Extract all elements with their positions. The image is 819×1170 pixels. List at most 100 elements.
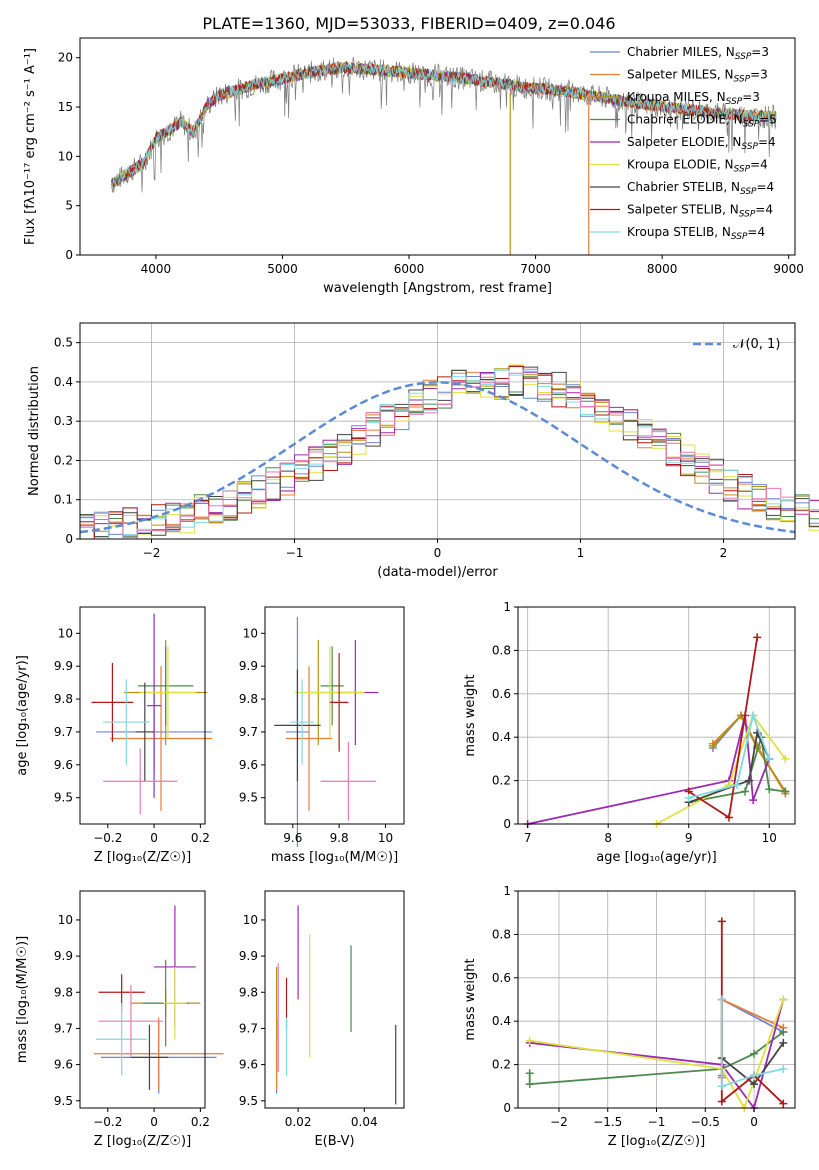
y-tick-label: 9.7 (54, 725, 73, 739)
spectrum-model-line (111, 62, 777, 189)
x-tick-label: 0 (150, 831, 158, 845)
y-axis-label: Flux [fλ10⁻¹⁷ erg cm⁻² s⁻¹ A⁻¹] (23, 48, 38, 245)
axes-frame (264, 890, 405, 1109)
y-tick-label: 0.5 (54, 336, 73, 350)
x-tick-label: 9.6 (283, 831, 302, 845)
y-tick-label: 9.9 (239, 949, 258, 963)
y-tick-label: 9.7 (239, 725, 258, 739)
plot-area-age_vs_Z (91, 613, 212, 815)
y-tick-label: 9.8 (54, 692, 73, 706)
x-tick-label: 9000 (773, 262, 804, 276)
y-tick-label: 10 (58, 913, 73, 927)
weight-marker (749, 711, 758, 720)
y-tick-label: 10 (243, 626, 258, 640)
y-tick-label: 9.8 (239, 985, 258, 999)
plot-area-mass_vs_Z (93, 905, 224, 1094)
x-tick-label: 7 (524, 831, 532, 845)
y-axis-label: mass weight (463, 674, 478, 756)
x-tick-label: 10 (378, 831, 393, 845)
plot-area-residuals (79, 364, 819, 540)
weight-marker (745, 776, 754, 785)
weight-marker (781, 787, 790, 796)
x-axis-label: Z [log₁₀(Z/Z☉)] (608, 1134, 705, 1149)
legend-label: Salpeter ELODIE, NSSP=4 (627, 135, 776, 152)
x-tick-label: 10 (762, 831, 777, 845)
y-tick-label: 9.7 (239, 1021, 258, 1035)
y-tick-label: 15 (58, 100, 73, 114)
weight-marker (765, 754, 774, 763)
weight-marker (749, 796, 758, 805)
weight-line (529, 999, 785, 1111)
weight-marker (779, 1038, 788, 1047)
normal-curve (79, 381, 796, 534)
x-axis-label: wavelength [Angstrom, rest frame] (323, 281, 552, 296)
x-axis-label: (data-model)/error (377, 565, 498, 580)
weight-marker (779, 1099, 788, 1108)
x-tick-label: −2 (143, 546, 161, 560)
y-tick-label: 9.9 (239, 659, 258, 673)
weight-marker (724, 813, 733, 822)
y-tick-label: 9.6 (239, 758, 258, 772)
plot-area-mass_vs_EBV (275, 905, 397, 1105)
weight-marker (741, 787, 750, 796)
x-axis-label: Z [log₁₀(Z/Z☉)] (94, 850, 191, 865)
weight-marker (750, 1049, 759, 1058)
x-tick-label: −0.5 (691, 1115, 720, 1129)
x-tick-label: 1 (577, 546, 585, 560)
figure-title: PLATE=1360, MJD=53033, FIBERID=0409, z=0… (202, 14, 615, 33)
x-tick-label: −0.2 (93, 1115, 122, 1129)
y-tick-label: 0 (503, 817, 511, 831)
weight-marker (708, 741, 717, 750)
y-axis-label: mass weight (463, 958, 478, 1040)
weight-line (720, 999, 784, 1088)
x-tick-label: 9.8 (330, 831, 349, 845)
y-tick-label: 0 (503, 1101, 511, 1115)
y-tick-label: 20 (58, 51, 73, 65)
y-tick-label: 9.8 (54, 985, 73, 999)
y-tick-label: 10 (58, 149, 73, 163)
legend: Chabrier MILES, NSSP=3 Salpeter MILES, NS… (590, 45, 777, 242)
weight-marker (525, 1080, 534, 1089)
x-tick-label: −0.2 (93, 831, 122, 845)
y-tick-label: 0.2 (492, 774, 511, 788)
weight-marker (779, 995, 788, 1004)
legend-label: Chabrier MILES, NSSP=3 (627, 45, 769, 62)
weight-marker (717, 917, 726, 926)
weight-marker (750, 1071, 759, 1080)
axes-frame (79, 606, 206, 825)
y-tick-label: 0.8 (492, 927, 511, 941)
x-tick-label: −1 (286, 546, 304, 560)
y-tick-label: 9.6 (239, 1058, 258, 1072)
y-axis-label: Normed distribution (27, 366, 42, 496)
y-tick-label: 1 (503, 884, 511, 898)
x-tick-label: 0.04 (351, 1115, 378, 1129)
weight-marker (733, 780, 742, 789)
legend-label: Salpeter MILES, NSSP=3 (627, 68, 768, 85)
panel-weight_vs_age: 7 8 9 10 0 0.2 0.4 0.6 0.8 1 age [log₁₀(age/yr)] ma… (463, 600, 796, 865)
x-axis-label: age [log₁₀(age/yr)] (596, 850, 717, 865)
legend-label: Kroupa STELIB, NSSP=4 (627, 225, 765, 242)
y-tick-label: 0.6 (492, 971, 511, 985)
y-tick-label: 9.9 (54, 659, 73, 673)
weight-marker (753, 633, 762, 642)
weight-line (529, 999, 785, 1111)
y-tick-label: 10 (243, 913, 258, 927)
x-tick-label: −1.5 (593, 1115, 622, 1129)
panel-mass_vs_Z: −0.2 0 0.2 9.5 9.6 9.7 9.8 9.9 10 Z [log₁₀(Z/Z☉)]… (15, 890, 224, 1149)
y-tick-label: 0.4 (492, 1014, 511, 1028)
weight-marker (717, 995, 726, 1004)
x-tick-label: 0.2 (191, 831, 210, 845)
weight-marker (781, 754, 790, 763)
plot-layer: Chabrier MILES, NSSP=3 Salpeter MILES, NS… (15, 37, 819, 1149)
weight-marker (525, 1036, 534, 1045)
y-tick-label: 9.5 (239, 1094, 258, 1108)
plot-area-weight_vs_age (523, 633, 790, 828)
y-tick-label: 9.5 (239, 791, 258, 805)
y-tick-label: 0.3 (54, 414, 73, 428)
x-tick-label: 0.02 (285, 1115, 312, 1129)
x-tick-label: 0 (750, 1115, 758, 1129)
weight-marker (765, 785, 774, 794)
x-axis-label: mass [log₁₀(M/M☉)] (271, 850, 398, 865)
y-tick-label: 0.2 (54, 453, 73, 467)
panel-mass_vs_EBV: 0.02 0.04 9.5 9.6 9.7 9.8 9.9 10 E(B-V) (239, 890, 405, 1149)
